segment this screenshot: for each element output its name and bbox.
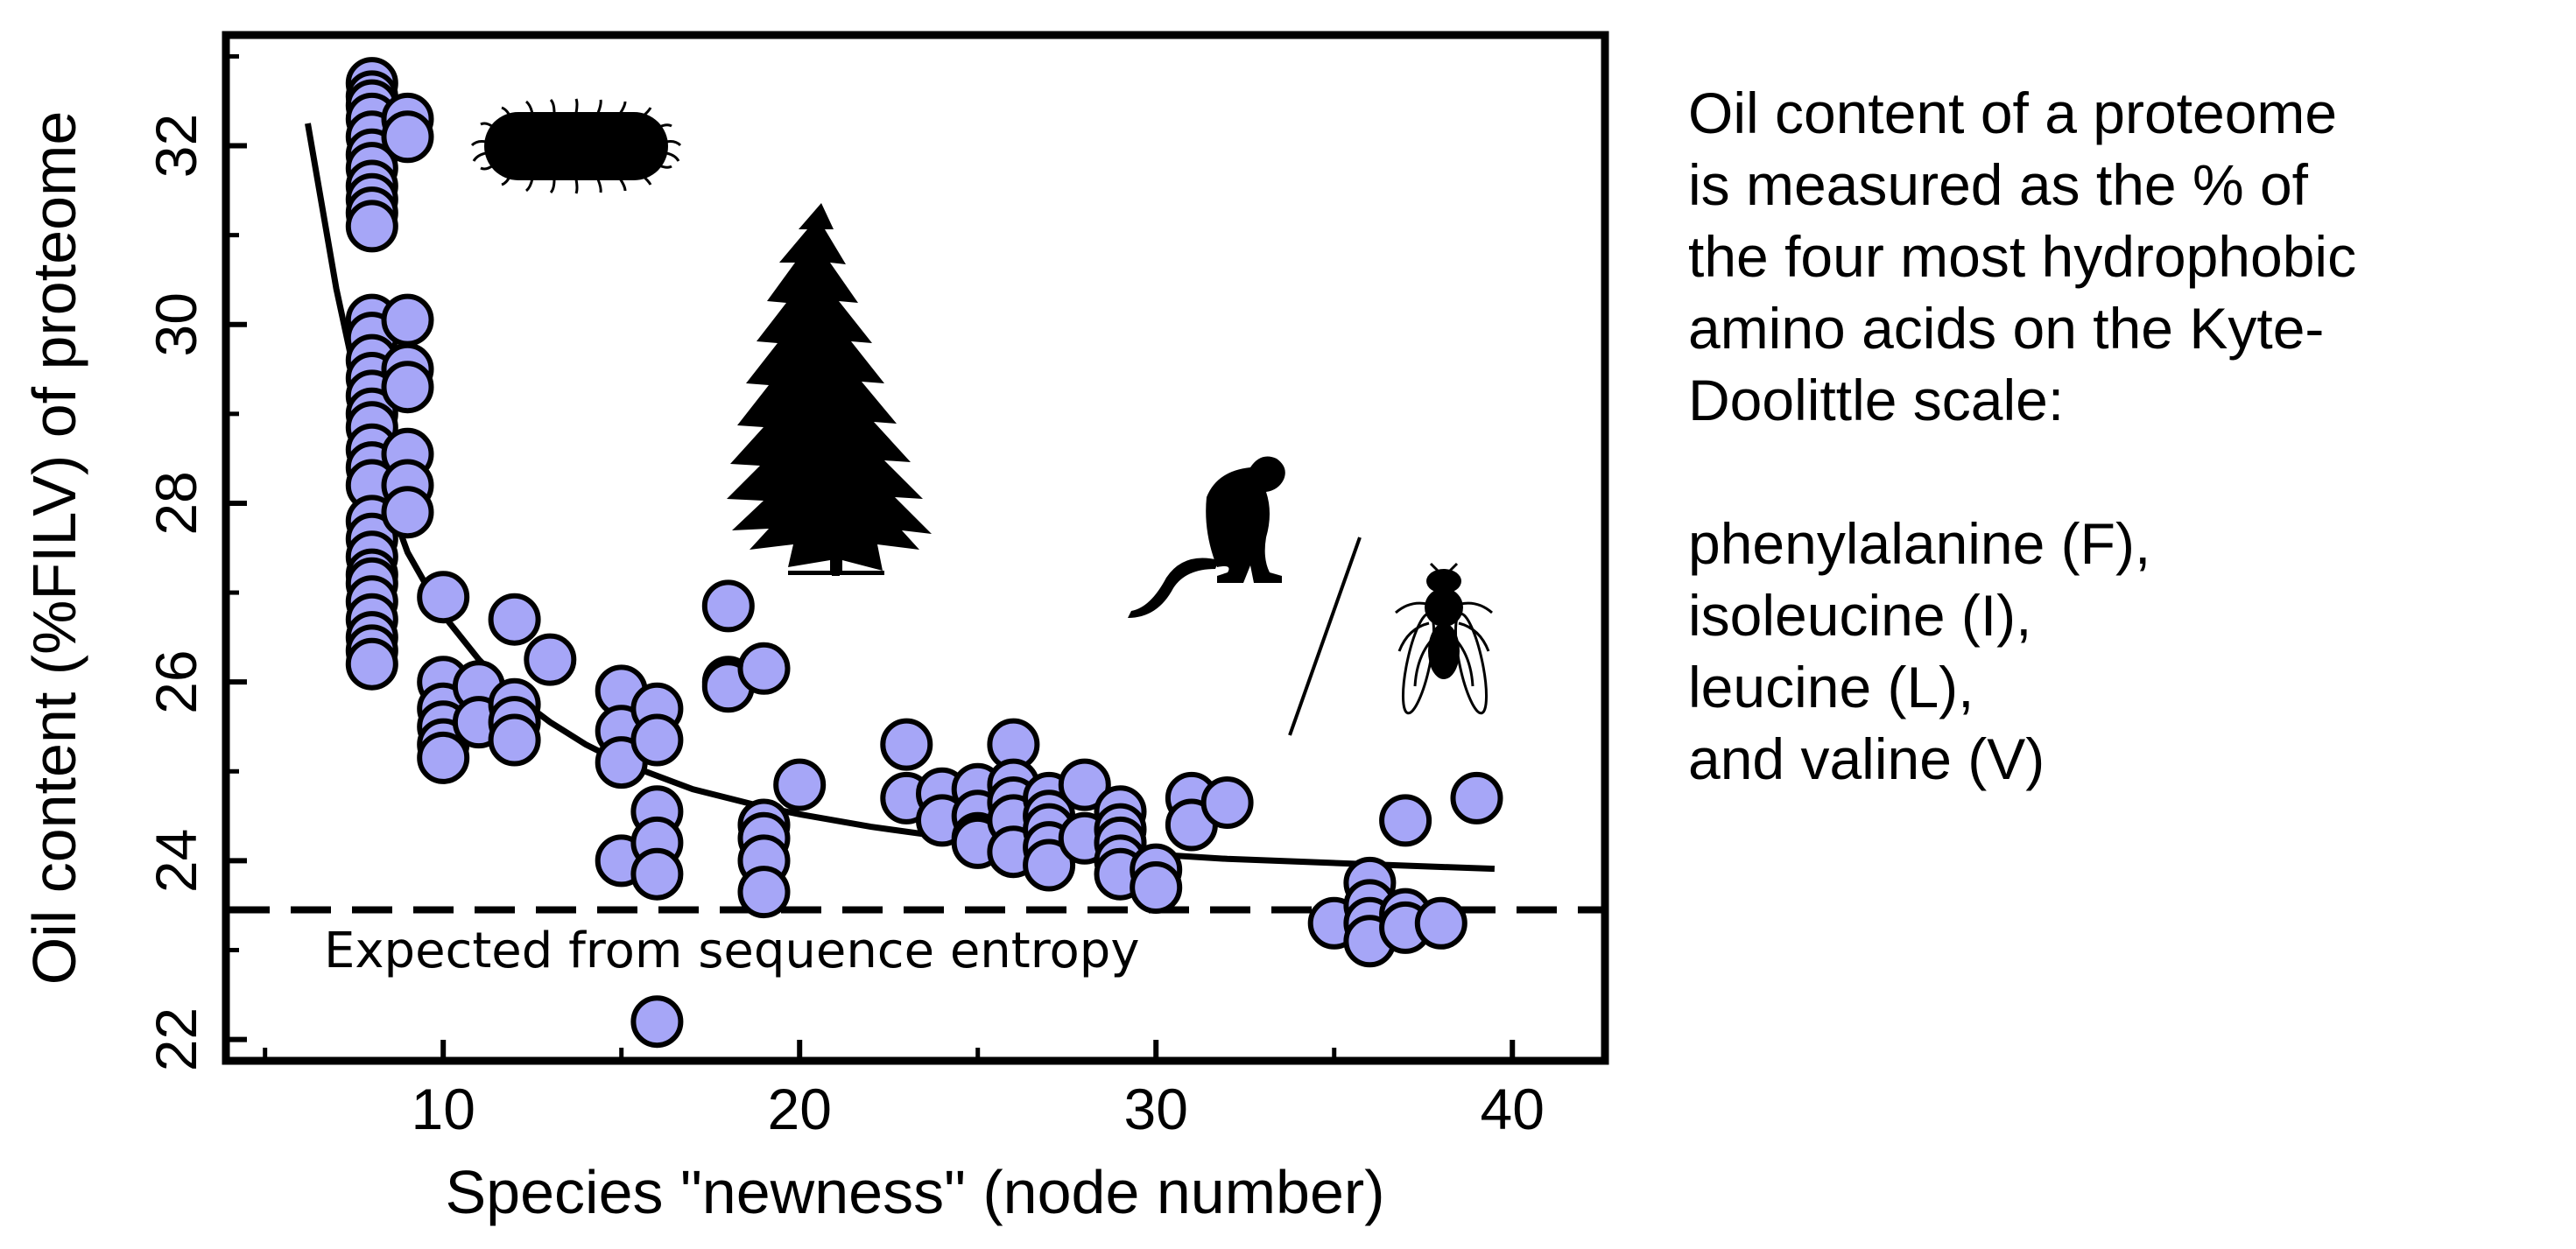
conifer-tree-icon — [727, 203, 932, 576]
monkey-icon — [1128, 456, 1285, 618]
amino-acid-item: leucine (L), — [1688, 655, 1974, 719]
side-note: Oil content of a proteome is measured as … — [1688, 77, 2564, 795]
data-point — [1130, 861, 1183, 914]
side-note-line: amino acids on the Kyte- — [1688, 296, 2325, 361]
y-tick-label: 30 — [144, 292, 208, 356]
data-point — [1379, 794, 1432, 847]
data-point — [488, 713, 541, 767]
y-tick-label: 22 — [144, 1007, 208, 1071]
fruit-fly-icon — [1395, 562, 1493, 715]
data-point — [880, 718, 933, 771]
amino-acid-item: and valine (V) — [1688, 726, 2045, 791]
y-tick-label: 32 — [144, 114, 208, 178]
data-point — [381, 110, 434, 164]
amino-acid-item: isoleucine (I), — [1688, 583, 2032, 648]
data-point — [381, 293, 434, 347]
data-point — [1200, 776, 1254, 829]
data-point — [701, 579, 755, 633]
side-note-line: is measured as the % of — [1688, 152, 2309, 217]
y-axis-title: Oil content (%FILV) of proteome — [20, 111, 88, 986]
data-point — [381, 361, 434, 414]
side-note-intro: Oil content of a proteome is measured as … — [1688, 77, 2564, 436]
data-point — [1450, 771, 1503, 824]
plot-frame — [222, 31, 1609, 1065]
y-tick-label: 26 — [144, 649, 208, 713]
data-point — [345, 200, 398, 253]
data-point — [417, 731, 470, 784]
data-point — [630, 995, 684, 1049]
data-point — [417, 571, 470, 624]
amino-acid-item: phenylalanine (F), — [1688, 511, 2151, 576]
data-point — [630, 713, 684, 767]
data-point — [1414, 896, 1467, 950]
expected-entropy-label: Expected from sequence entropy — [324, 923, 1140, 979]
taxon-divider-line — [1288, 537, 1362, 736]
x-tick-label: 20 — [768, 1077, 832, 1141]
side-note-line: Doolittle scale: — [1688, 368, 2065, 432]
data-point — [737, 642, 791, 695]
data-point — [524, 633, 577, 686]
amino-acid-list: phenylalanine (F), isoleucine (I), leucine… — [1688, 508, 2564, 795]
data-point — [773, 758, 827, 811]
data-point — [1023, 839, 1076, 892]
y-tick-label: 28 — [144, 471, 208, 535]
scatter-chart: 10 20 30 40 22 24 26 28 30 32 — [20, 31, 1609, 1226]
side-note-line: the four most hydrophobic — [1688, 224, 2357, 289]
y-axis-ticks: 22 24 26 28 30 32 — [144, 53, 247, 1071]
x-tick-label: 40 — [1481, 1077, 1545, 1141]
x-tick-label: 30 — [1124, 1077, 1188, 1141]
data-point — [1058, 758, 1111, 811]
side-note-line: Oil content of a proteome — [1688, 81, 2338, 145]
data-point — [488, 593, 541, 646]
x-tick-label: 10 — [411, 1077, 475, 1141]
x-axis-title: Species "newness" (node number) — [445, 1158, 1384, 1226]
data-point — [737, 866, 791, 919]
data-point — [345, 637, 398, 691]
data-point — [381, 486, 434, 539]
bacterium-icon — [470, 98, 682, 194]
data-points — [345, 57, 1503, 1049]
data-point — [630, 847, 684, 901]
y-tick-label: 24 — [144, 829, 208, 893]
x-axis-ticks: 10 20 30 40 — [263, 1040, 1545, 1141]
